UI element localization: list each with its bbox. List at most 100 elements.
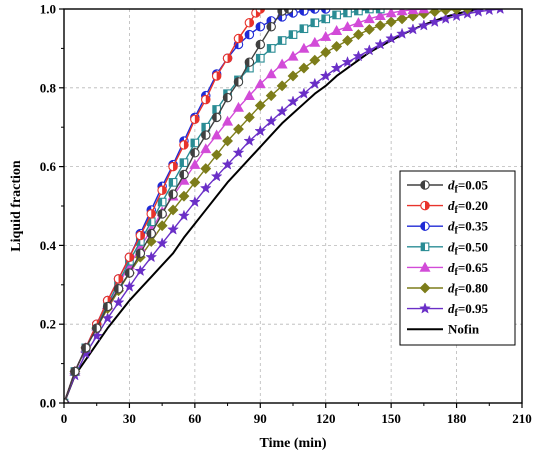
x-axis-title: Time (min) [259,436,326,451]
data-point [146,228,156,239]
data-point [124,252,135,262]
data-point [396,9,408,16]
data-point [70,366,80,377]
y-tick-label: 0.6 [40,159,57,174]
data-point [156,237,169,249]
axis-ticks: 0 30 60 90 120 150 180 210 0.0 0.2 0.4 0.6 0.8 1.0 [40,2,532,427]
data-point [265,90,277,102]
data-point [157,197,167,207]
data-point [201,94,211,105]
data-point [287,50,299,61]
legend-box [399,170,516,346]
data-point [233,33,244,44]
legend-label: df=0.65 [448,260,489,278]
data-point [145,251,158,263]
data-point [332,10,341,20]
data-point [222,135,233,147]
data-point [396,27,408,39]
legend-marker [420,180,430,190]
data-point [276,58,288,69]
legend-label: df=0.80 [448,281,488,299]
data-point [179,158,189,168]
data-point [299,24,309,34]
data-point [265,68,277,79]
legend-item: df=0.05 [407,178,489,196]
data-point [232,101,244,112]
data-point [124,268,135,278]
y-tick-label: 0.0 [40,396,56,411]
data-point [321,14,331,24]
data-point [374,38,387,50]
data-point [244,57,255,67]
x-tick-label: 120 [316,411,336,426]
y-axis-title: Liquid fraction [9,160,24,252]
data-point [385,9,397,18]
legend-item: df=0.95 [407,301,489,319]
data-point [254,124,267,137]
x-tick-label: 180 [447,411,467,426]
data-point [255,9,266,14]
series-0.95 [64,9,504,403]
data-point [374,10,386,20]
legend-marker [420,200,430,211]
x-tick-label: 30 [123,411,136,426]
data-point [201,130,211,140]
data-point [102,301,113,312]
data-point [277,36,287,45]
data-point [168,178,178,187]
data-point [243,134,256,147]
data-point [309,36,321,47]
legend-label: df=0.95 [448,301,489,319]
y-tick-label: 1.0 [40,2,56,17]
data-point [222,115,234,126]
data-point [113,283,124,294]
legend-item: df=0.50 [407,239,488,257]
data-point [472,9,485,17]
data-point [342,21,354,32]
data-point [156,220,168,232]
data-point [428,15,441,28]
data-point [363,13,375,24]
data-point [190,138,200,148]
data-point [200,163,212,174]
series-0.65 [64,9,430,403]
series-line [64,9,289,403]
data-point [374,20,386,31]
data-point [222,92,233,103]
data-point [255,21,266,32]
data-point [320,30,332,41]
data-point [308,77,321,89]
data-point [363,24,375,35]
data-point [266,44,276,53]
data-point [179,140,189,150]
legend-item: df=0.65 [407,260,489,278]
series-layer [64,9,504,403]
data-point [188,195,201,208]
legend-marker [419,261,431,272]
data-point [417,19,430,31]
data-point [276,105,289,117]
data-point [211,71,222,81]
data-point [222,53,233,63]
data-point [178,190,190,202]
data-point [221,158,234,170]
data-point [157,185,167,195]
data-point [168,161,178,172]
data-point [233,77,244,87]
data-point [91,323,102,333]
data-point [113,274,124,284]
data-point [341,55,354,68]
data-point [396,13,408,25]
data-point [255,39,266,50]
data-point [287,70,299,82]
legend-label: df=0.05 [448,178,489,196]
data-point [189,159,201,169]
data-point [385,32,398,44]
data-point [287,95,299,107]
legend-marker [419,302,431,314]
series-line [64,9,424,403]
x-tick-label: 150 [381,411,401,426]
data-point [190,114,200,125]
data-point [243,90,255,100]
data-point [199,182,212,194]
